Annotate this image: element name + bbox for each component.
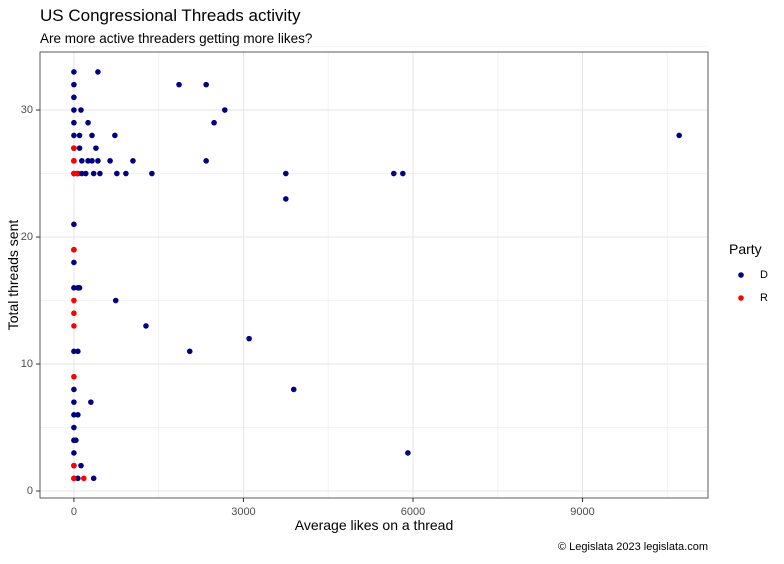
point [71,348,77,355]
point [89,158,95,164]
point [246,335,252,342]
chart-subtitle: Are more active threaders getting more l… [40,31,312,46]
point [71,310,77,317]
point [107,158,113,164]
x-axis-label: Average likes on a thread [295,517,454,533]
point [71,323,77,329]
point [71,373,77,380]
point [73,437,79,444]
point [82,170,89,177]
legend-marker [738,295,744,301]
point [71,158,77,164]
point [89,132,95,139]
point [400,170,406,177]
legend-marker [738,272,744,278]
point [90,170,97,177]
point [78,107,84,113]
x-tick-label: 3000 [231,506,255,518]
y-tick-label: 30 [21,104,33,116]
point [112,297,119,304]
point [75,348,81,355]
point [71,119,77,126]
point [149,170,155,177]
point [71,285,77,291]
point [71,399,77,405]
legend-label: D [760,269,768,281]
point [76,285,83,291]
legend-title: Party [729,241,762,257]
point [95,158,101,164]
caption: © Legislata 2023 legislata.com [558,541,708,553]
point [71,475,77,482]
point [71,94,77,101]
chart-title: US Congressional Threads activity [40,6,301,25]
point [211,119,217,126]
point [290,386,297,393]
plot-border [39,51,709,499]
point [75,412,81,418]
x-tick-label: 6000 [401,506,425,518]
point [71,69,77,75]
point [79,158,85,164]
point [93,145,99,151]
y-tick-label: 0 [27,485,33,497]
point [71,259,77,266]
point [405,450,411,456]
point [79,170,85,177]
point [95,69,101,75]
point [76,145,83,151]
point [75,475,81,482]
y-tick-label: 20 [21,231,33,243]
point [112,132,118,139]
point [88,399,94,405]
point [85,158,91,164]
point [114,170,120,177]
point [71,145,77,151]
point [143,323,149,329]
point [71,107,77,113]
point [123,170,129,177]
point [203,158,209,164]
point [78,462,84,469]
point [283,196,289,202]
point [222,107,228,113]
point [71,132,77,139]
point [186,348,193,355]
point [71,81,77,88]
point [73,170,80,177]
point [71,297,77,304]
legend-label: R [760,292,768,304]
point [71,246,77,253]
y-axis-label: Total threads sent [5,220,21,331]
x-tick-label: 9000 [570,506,594,518]
point [203,81,209,88]
x-tick-label: 0 [71,506,77,518]
point [283,170,289,177]
point [80,475,87,482]
point [71,386,77,393]
point [176,81,182,88]
point [71,221,77,228]
point [71,462,77,469]
point [76,132,83,139]
point [676,132,682,139]
point [390,170,397,177]
point [90,475,97,482]
point [71,424,77,431]
point [85,119,91,126]
point [71,412,77,418]
point [71,450,77,456]
y-tick-label: 10 [21,358,33,370]
point [130,158,136,164]
point [97,170,103,177]
